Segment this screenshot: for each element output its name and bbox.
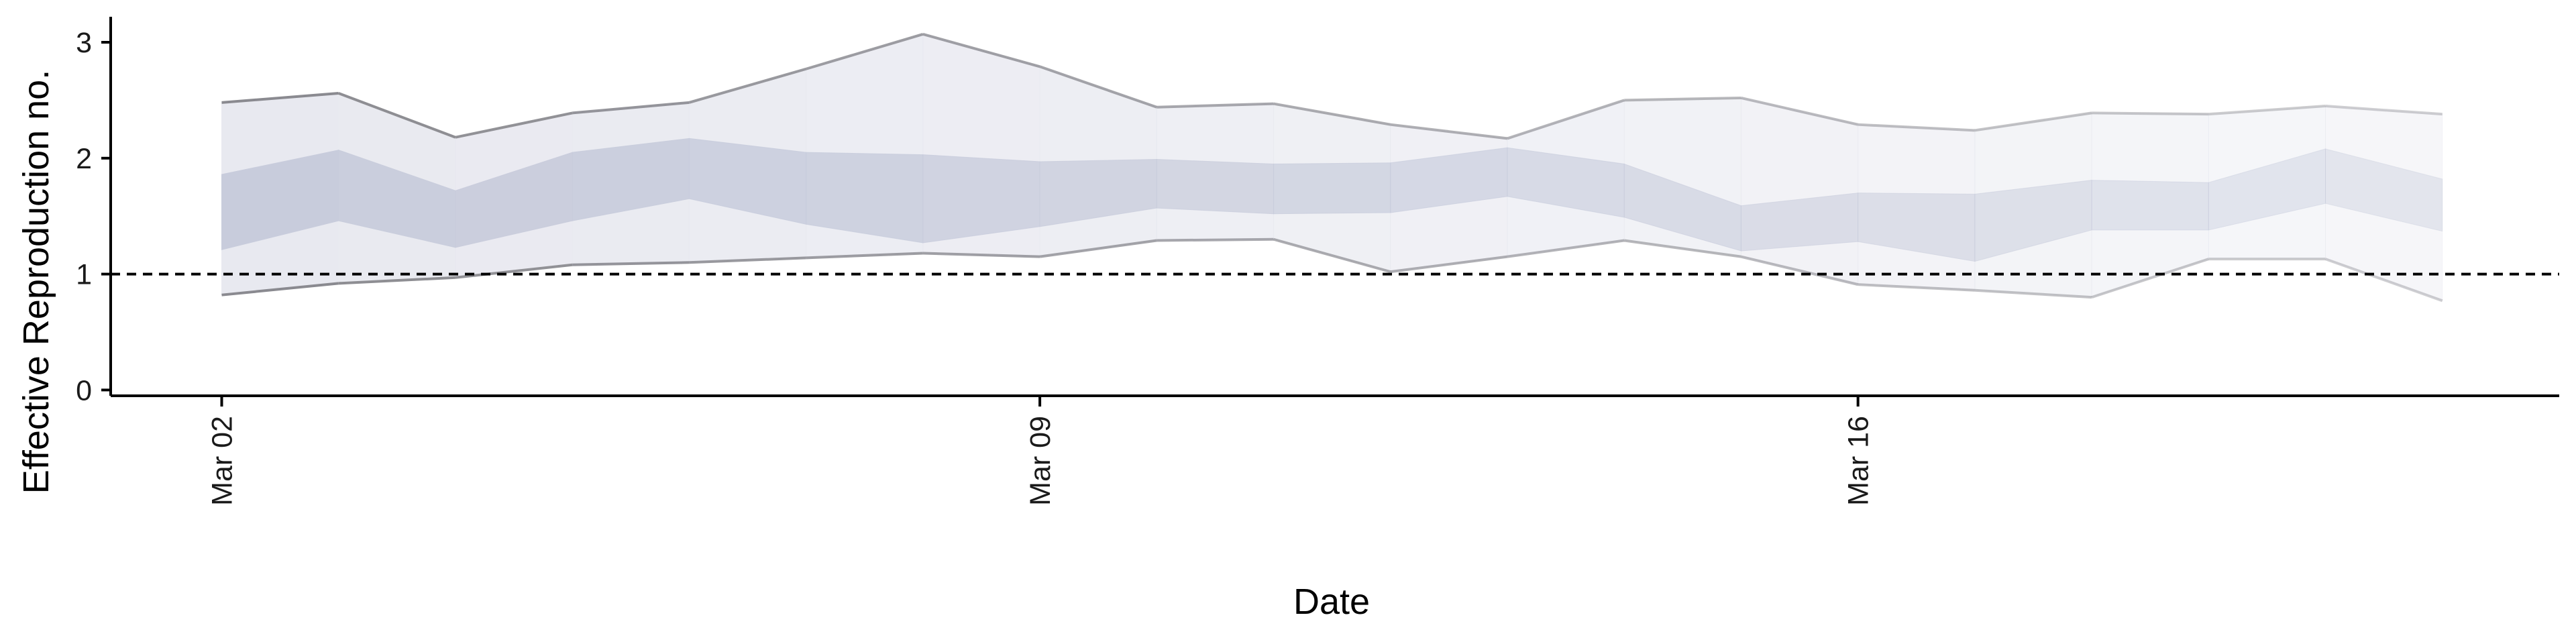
inner-band-segment (2325, 148, 2443, 232)
ci-bands (221, 34, 2443, 302)
upper-bound-segment (806, 33, 924, 70)
lower-bound-segment (221, 282, 339, 297)
inner-band-segment (2091, 180, 2209, 231)
y-axis-ticks: 0 1 2 3 (76, 27, 111, 407)
x-tick-label: Mar 09 (1024, 416, 1057, 506)
y-tick-label: 3 (76, 27, 92, 59)
inner-band-segment (1273, 162, 1391, 215)
upper-bound-segment (1507, 99, 1625, 140)
y-tick-label: 1 (76, 259, 92, 291)
lower-bound-segment (1974, 288, 2092, 299)
upper-bound-segment (1039, 65, 1157, 109)
y-tick-label: 2 (76, 143, 92, 175)
upper-bound-segment (1624, 96, 1741, 102)
upper-bound-segment (455, 111, 573, 139)
ci-bound-lines (221, 32, 2443, 303)
inner-band-segment (1156, 159, 1275, 215)
upper-bound-segment (2092, 111, 2209, 116)
upper-bound-segment (688, 67, 807, 104)
lower-bound-segment (1039, 239, 1157, 258)
lower-bound-segment (1507, 239, 1625, 258)
lower-bound-segment (1623, 239, 1741, 258)
upper-bound-segment (1157, 102, 1274, 109)
upper-bound-segment (1390, 123, 1508, 140)
upper-bound-segment (922, 32, 1040, 68)
upper-bound-segment (221, 92, 339, 104)
inner-band-segment (2208, 148, 2326, 231)
upper-bound-segment (2208, 105, 2326, 116)
lower-bound-segment (806, 252, 923, 260)
upper-bound-segment (338, 92, 456, 139)
lower-bound-segment (572, 261, 690, 266)
lower-bound-segment (1858, 283, 1975, 292)
lower-bound-segment (2091, 258, 2209, 299)
lower-bound-segment (455, 263, 573, 279)
x-axis-ticks: Mar 02 Mar 09 Mar 16 (207, 396, 1875, 506)
outer-band-segment (1740, 97, 1859, 285)
upper-bound-segment (1858, 123, 1975, 132)
lower-bound-segment (689, 256, 806, 264)
lower-bound-segment (922, 252, 1040, 258)
upper-bound-segment (572, 101, 690, 115)
outer-band-segment (2325, 105, 2443, 302)
upper-bound-segment (2325, 105, 2443, 116)
x-axis-title: Date (1293, 582, 1370, 622)
y-tick-label: 0 (76, 374, 92, 407)
upper-bound-segment (1740, 96, 1859, 126)
outer-band-segment (2091, 112, 2209, 298)
lower-bound-segment (1740, 255, 1859, 286)
lower-bound-segment (1157, 237, 1274, 242)
x-tick-label: Mar 02 (207, 416, 239, 506)
outer-band-segment (2208, 105, 2326, 260)
lower-bound-segment (338, 276, 456, 285)
x-tick-label: Mar 16 (1843, 416, 1875, 506)
inner-band-segment (1974, 180, 2092, 262)
lower-bound-segment (1273, 237, 1391, 274)
lower-bound-segment (1390, 255, 1508, 274)
upper-bound-segment (1273, 102, 1391, 126)
upper-bound-segment (1974, 111, 2092, 132)
y-axis-title: Effective Reproduction no. (16, 70, 56, 494)
lower-bound-segment (2324, 258, 2443, 303)
